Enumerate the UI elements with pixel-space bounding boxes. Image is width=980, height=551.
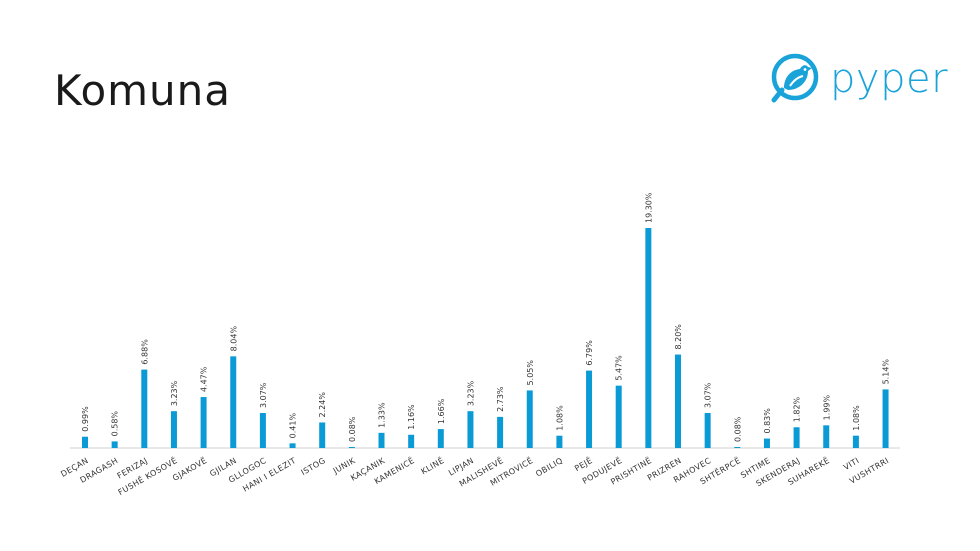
bar-23 <box>763 438 770 448</box>
bar-24 <box>793 427 800 448</box>
bar-21 <box>704 413 711 448</box>
data-label-26: 1.08% <box>852 405 861 431</box>
bar-15 <box>526 390 533 448</box>
bar-25 <box>823 425 830 448</box>
bar-18 <box>615 385 622 448</box>
data-label-10: 1.33% <box>378 402 387 428</box>
bar-1 <box>111 441 118 448</box>
bar-4 <box>200 397 207 448</box>
data-label-8: 2.24% <box>318 392 327 418</box>
data-label-9: 0.08% <box>348 416 357 442</box>
data-label-6: 3.07% <box>259 382 268 408</box>
bar-13 <box>467 411 474 448</box>
tick-label-7: HANI I ELEZIT <box>241 456 297 494</box>
bar-0 <box>82 436 88 448</box>
bar-22 <box>734 447 741 448</box>
bar-17 <box>586 370 593 448</box>
page-title: Komuna <box>54 66 232 115</box>
bar-14 <box>497 416 504 448</box>
bar-2 <box>141 369 148 448</box>
data-label-0: 0.99% <box>81 406 90 432</box>
data-label-25: 1.99% <box>822 395 831 421</box>
data-label-1: 0.58% <box>111 411 120 437</box>
tick-label-26: VITI <box>842 456 861 472</box>
bar-6 <box>259 413 266 448</box>
bar-10 <box>378 432 385 448</box>
logo-text: pyper <box>830 56 949 102</box>
data-label-21: 3.07% <box>704 382 713 408</box>
bird-icon <box>771 53 819 103</box>
data-label-4: 4.47% <box>200 366 209 392</box>
data-label-13: 3.23% <box>466 380 475 406</box>
data-label-11: 1.16% <box>407 404 416 430</box>
bar-20 <box>675 354 681 448</box>
logo: pyper <box>766 50 948 108</box>
data-label-18: 5.47% <box>615 355 624 381</box>
data-label-19: 19.30% <box>644 192 653 223</box>
data-label-2: 6.88% <box>140 339 149 365</box>
bar-5 <box>230 356 237 448</box>
data-label-5: 8.04% <box>229 326 238 352</box>
data-label-27: 5.14% <box>882 359 891 385</box>
tick-label-17: PEJË <box>573 455 594 473</box>
tick-label-16: OBILIQ <box>534 456 564 479</box>
data-label-12: 1.66% <box>437 398 446 424</box>
tick-label-8: ISTOG <box>299 456 327 477</box>
bar-26 <box>852 435 859 448</box>
bar-12 <box>437 429 444 448</box>
data-label-20: 8.20% <box>674 324 683 350</box>
bar-7 <box>289 443 296 448</box>
data-label-24: 1.82% <box>793 396 802 422</box>
data-label-16: 1.08% <box>555 405 564 431</box>
bar-8 <box>319 422 326 448</box>
data-label-17: 6.79% <box>585 340 594 366</box>
bar-3 <box>170 411 177 448</box>
data-label-22: 0.08% <box>733 416 742 442</box>
data-label-14: 2.73% <box>496 386 505 412</box>
data-label-7: 0.41% <box>289 413 298 439</box>
data-label-23: 0.83% <box>763 408 772 434</box>
bar-27 <box>882 389 889 448</box>
tick-label-12: KLINË <box>419 455 446 476</box>
data-label-3: 3.23% <box>170 380 179 406</box>
bar-16 <box>556 435 563 448</box>
bar-11 <box>408 434 415 448</box>
bar-19 <box>645 228 652 448</box>
bar-9 <box>348 447 355 448</box>
data-label-15: 5.05% <box>526 360 535 386</box>
